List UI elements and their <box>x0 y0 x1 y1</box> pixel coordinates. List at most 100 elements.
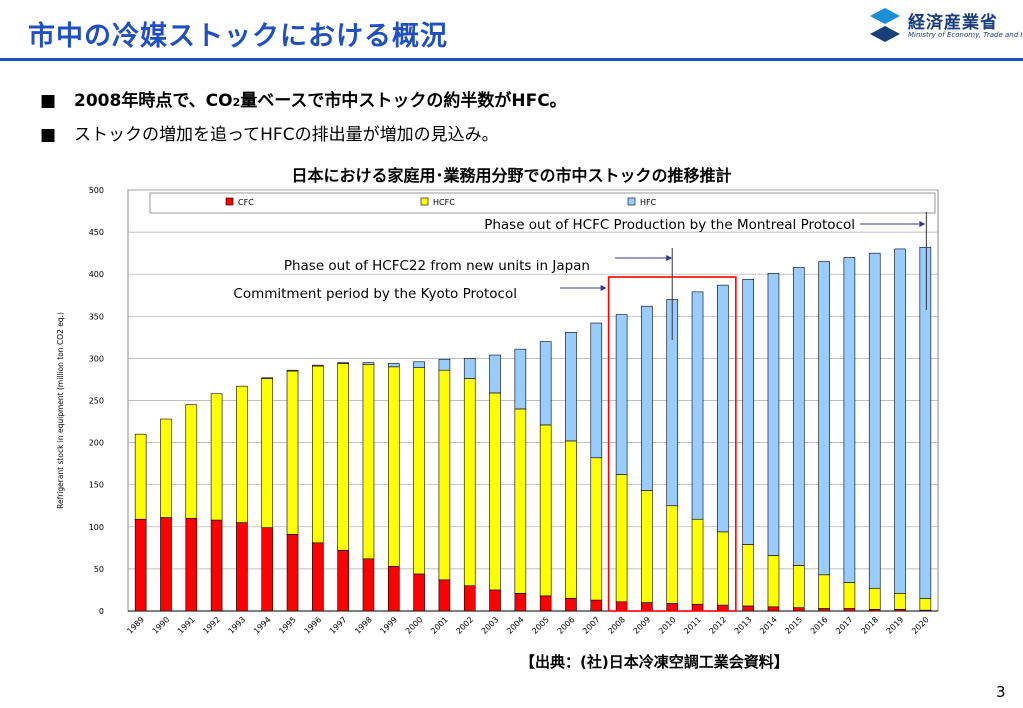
x-tick-label: 1994 <box>252 615 273 636</box>
x-tick-label: 2020 <box>910 615 931 636</box>
bar-cfc-1997 <box>337 550 349 612</box>
bar-hfc-2013 <box>742 278 754 545</box>
x-tick-label: 2008 <box>606 615 627 636</box>
bar-hcfc-1990 <box>160 418 172 518</box>
bar-cfc-1994 <box>261 527 274 612</box>
bar-hcfc-1997 <box>337 363 349 551</box>
x-tick-label: 2001 <box>429 615 450 636</box>
logo-text-en: Ministry of Economy, Trade and Industry <box>908 31 1023 39</box>
bar-hcfc-1989 <box>134 433 147 520</box>
bar-hcfc-2020 <box>919 598 932 611</box>
bar-hcfc-1995 <box>286 370 299 535</box>
x-tick-label: 1993 <box>227 615 248 636</box>
y-tick-label: 100 <box>89 523 104 532</box>
bar-hfc-2009 <box>641 305 653 491</box>
legend-label-hcfc: HCFC <box>433 198 455 207</box>
x-tick-label: 2014 <box>758 615 779 636</box>
bar-cfc-2003 <box>489 589 501 612</box>
bar-hcfc-2013 <box>742 544 754 607</box>
bullet-square-icon: ■ <box>40 91 57 111</box>
bar-hcfc-1991 <box>185 404 198 519</box>
bullet-1-text-b: 量ベースで市中ストックの約半数がHFC。 <box>240 91 567 111</box>
bar-hcfc-2002 <box>463 378 476 587</box>
logo-text-jp: 経済産業省 <box>908 13 998 33</box>
x-tick-label: 1992 <box>201 615 222 636</box>
bar-hcfc-1999 <box>387 366 400 567</box>
slide-title: 市中の冷媒ストックにおける概況 <box>28 21 448 52</box>
bar-cfc-2001 <box>438 579 451 612</box>
x-tick-label: 1989 <box>125 615 146 636</box>
chart-title: 日本における家庭用･業務用分野での市中ストックの推移推計 <box>291 166 732 185</box>
bullet-square-icon: ■ <box>40 125 57 145</box>
x-tick-label: 2005 <box>530 615 551 636</box>
bar-hfc-2014 <box>767 273 780 556</box>
bar-cfc-2013 <box>742 605 754 612</box>
bar-cfc-1993 <box>236 522 248 612</box>
bar-hfc-2000 <box>413 361 425 368</box>
legend-swatch-hcfc <box>420 197 429 206</box>
bar-cfc-2012 <box>717 604 729 612</box>
y-tick-label: 150 <box>89 481 104 490</box>
x-tick-label: 2018 <box>859 615 880 636</box>
bar-cfc-1992 <box>210 519 223 612</box>
bar-cfc-1995 <box>286 534 299 612</box>
bar-hfc-2015 <box>792 267 805 566</box>
bar-cfc-2016 <box>818 608 830 612</box>
bar-hcfc-2015 <box>792 565 805 608</box>
arrow-head-icon <box>666 255 673 261</box>
bar-cfc-2004 <box>514 593 527 612</box>
title-underline <box>0 58 1023 61</box>
y-axis-label: Refrigerant stock in equipment (million … <box>56 312 65 509</box>
bar-hfc-2020 <box>919 246 932 599</box>
bar-hfc-1999 <box>387 363 400 368</box>
x-tick-label: 1991 <box>176 615 197 636</box>
bullet-2: ■ ストックの増加を追ってHFCの排出量が増加の見込み。 <box>40 120 499 145</box>
bar-hfc-2018 <box>868 252 881 589</box>
bullet-1-subscript: 2 <box>232 96 241 109</box>
bar-cfc-2005 <box>539 595 552 612</box>
x-tick-label: 2010 <box>657 615 678 636</box>
y-tick-label: 50 <box>94 565 104 574</box>
annotation-kyoto: Commitment period by the Kyoto Protocol <box>233 286 517 302</box>
x-tick-label: 2006 <box>556 615 577 636</box>
legend-box <box>149 192 936 214</box>
bar-cfc-2007 <box>590 599 603 612</box>
bar-hfc-2019 <box>894 248 906 594</box>
bar-cfc-1989 <box>134 518 147 612</box>
bar-hcfc-2018 <box>868 587 881 610</box>
bullet-1-text-a: 2008年時点で、CO <box>74 91 233 111</box>
bar-hfc-2011 <box>691 291 704 520</box>
bar-hcfc-2000 <box>413 367 425 575</box>
source-citation: 【出典：(社)日本冷凍空調工業会資料】 <box>520 653 789 671</box>
annotation-hcfc22: Phase out of HCFC22 from new units in Ja… <box>284 258 590 274</box>
y-tick-label: 0 <box>99 607 104 616</box>
x-tick-label: 2016 <box>809 615 830 636</box>
x-tick-label: 2002 <box>454 615 475 636</box>
bar-hfc-2017 <box>843 257 856 583</box>
bar-cfc-2015 <box>792 607 805 612</box>
bar-hfc-2002 <box>463 358 476 379</box>
x-tick-label: 2019 <box>885 615 906 636</box>
bar-hcfc-2010 <box>666 505 679 604</box>
bar-cfc-2000 <box>413 573 425 612</box>
x-tick-label: 2000 <box>404 615 425 636</box>
bar-hfc-2003 <box>489 354 501 394</box>
bar-hcfc-1993 <box>236 385 248 523</box>
bar-hcfc-2005 <box>539 424 552 597</box>
arrow-head-icon <box>919 221 926 227</box>
bar-cfc-2011 <box>691 603 704 612</box>
bullet-2-text: ストックの増加を追ってHFCの排出量が増加の見込み。 <box>74 125 499 145</box>
bar-cfc-2014 <box>767 606 780 612</box>
bar-hcfc-2012 <box>717 531 729 606</box>
bar-hfc-2016 <box>818 261 830 576</box>
y-tick-label: 450 <box>89 228 104 237</box>
x-tick-label: 2011 <box>682 615 703 636</box>
bar-hcfc-2011 <box>691 518 704 605</box>
bar-cfc-1991 <box>185 518 198 612</box>
bar-hcfc-1994 <box>261 378 274 528</box>
bar-hcfc-2009 <box>641 490 653 603</box>
bar-cfc-2002 <box>463 585 476 612</box>
y-tick-label: 200 <box>89 439 104 448</box>
legend-swatch-cfc <box>225 197 234 206</box>
